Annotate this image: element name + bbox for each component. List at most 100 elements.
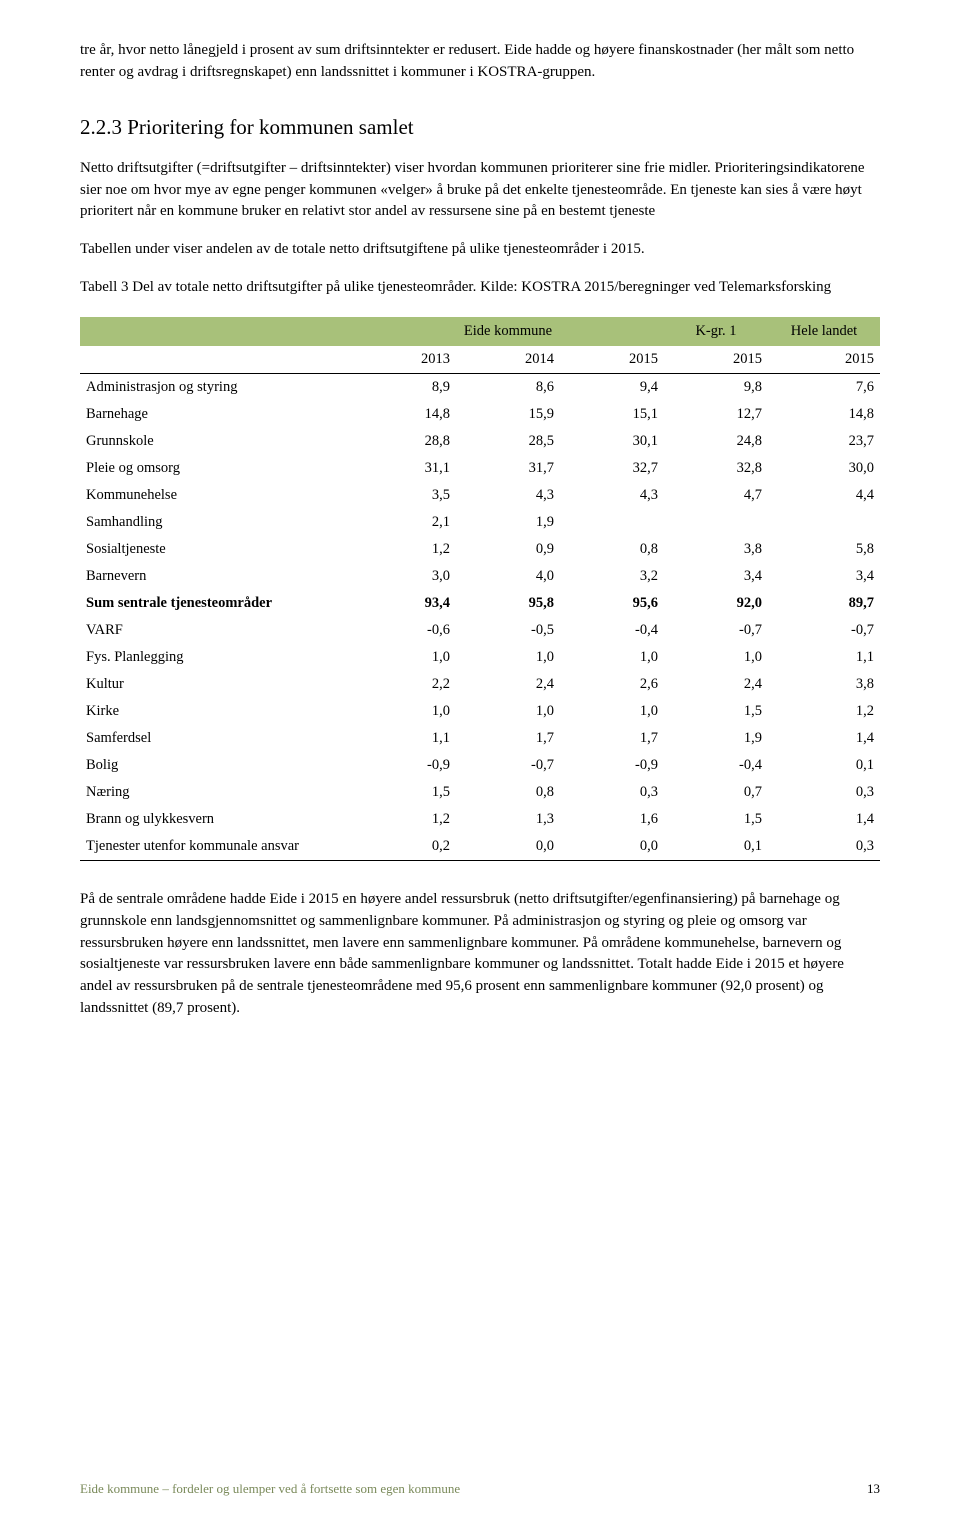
cell-value: 0,2 [352, 833, 456, 861]
table-row: Pleie og omsorg31,131,732,732,830,0 [80, 455, 880, 482]
row-label: Brann og ulykkesvern [80, 806, 352, 833]
cell-value: 1,3 [456, 806, 560, 833]
footer-text: Eide kommune – fordeler og ulemper ved å… [80, 1480, 460, 1499]
cell-value: 0,0 [456, 833, 560, 861]
cell-value: 4,3 [560, 482, 664, 509]
cell-value [664, 509, 768, 536]
cell-value: 1,4 [768, 725, 880, 752]
table-year-header: 2015 [768, 346, 880, 374]
cell-value: 0,3 [560, 779, 664, 806]
cell-value: 7,6 [768, 373, 880, 401]
cell-value: 12,7 [664, 401, 768, 428]
cell-value: 1,1 [352, 725, 456, 752]
cell-value: -0,4 [560, 617, 664, 644]
cell-value: 9,8 [664, 373, 768, 401]
cell-value: 1,0 [352, 698, 456, 725]
table-caption: Tabell 3 Del av totale netto driftsutgif… [80, 277, 880, 299]
cell-value: -0,6 [352, 617, 456, 644]
cell-value: 1,2 [352, 806, 456, 833]
cell-value: 28,8 [352, 428, 456, 455]
row-label: Kultur [80, 671, 352, 698]
cell-value: 4,3 [456, 482, 560, 509]
table-row: Kommunehelse3,54,34,34,74,4 [80, 482, 880, 509]
table-row: Bolig-0,9-0,7-0,9-0,40,1 [80, 752, 880, 779]
cell-value: 1,9 [664, 725, 768, 752]
table-row: Fys. Planlegging1,01,01,01,01,1 [80, 644, 880, 671]
cell-value: -0,7 [768, 617, 880, 644]
cell-value: 8,9 [352, 373, 456, 401]
cell-value: 24,8 [664, 428, 768, 455]
table-row: Barnehage14,815,915,112,714,8 [80, 401, 880, 428]
cell-value: 9,4 [560, 373, 664, 401]
intro-paragraph: tre år, hvor netto lånegjeld i prosent a… [80, 40, 880, 84]
cell-value: 0,3 [768, 779, 880, 806]
row-label: Samferdsel [80, 725, 352, 752]
cell-value: 4,4 [768, 482, 880, 509]
row-label: Næring [80, 779, 352, 806]
row-label: Bolig [80, 752, 352, 779]
cell-value: 23,7 [768, 428, 880, 455]
cell-value: 1,7 [456, 725, 560, 752]
cell-value: 1,4 [768, 806, 880, 833]
cell-value: -0,7 [456, 752, 560, 779]
table-row: Sum sentrale tjenesteområder93,495,895,6… [80, 590, 880, 617]
row-label: Sum sentrale tjenesteområder [80, 590, 352, 617]
cell-value: 0,0 [560, 833, 664, 861]
row-label: Barnehage [80, 401, 352, 428]
table-row: Samferdsel1,11,71,71,91,4 [80, 725, 880, 752]
cell-value: 0,1 [768, 752, 880, 779]
cell-value: 1,0 [352, 644, 456, 671]
cell-value: 1,1 [768, 644, 880, 671]
cell-value: 14,8 [352, 401, 456, 428]
table-year-header: 2015 [664, 346, 768, 374]
cell-value: 1,9 [456, 509, 560, 536]
cell-value: 31,7 [456, 455, 560, 482]
cell-value: 4,7 [664, 482, 768, 509]
table-row: Tjenester utenfor kommunale ansvar0,20,0… [80, 833, 880, 861]
row-label: Fys. Planlegging [80, 644, 352, 671]
cell-value: 3,8 [768, 671, 880, 698]
cell-value: 1,7 [560, 725, 664, 752]
table-row: Barnevern3,04,03,23,43,4 [80, 563, 880, 590]
cell-value: 2,6 [560, 671, 664, 698]
table-row: Næring1,50,80,30,70,3 [80, 779, 880, 806]
cell-value: 0,8 [456, 779, 560, 806]
cell-value: 8,6 [456, 373, 560, 401]
cell-value: 1,0 [456, 644, 560, 671]
cell-value: 5,8 [768, 536, 880, 563]
row-label: Samhandling [80, 509, 352, 536]
cell-value [560, 509, 664, 536]
section-heading: 2.2.3 Prioritering for kommunen samlet [80, 112, 880, 142]
cell-value: 2,4 [456, 671, 560, 698]
row-label: Sosialtjeneste [80, 536, 352, 563]
body-paragraph-1: Netto driftsutgifter (=driftsutgifter – … [80, 158, 880, 223]
cell-value: 0,7 [664, 779, 768, 806]
row-label: Pleie og omsorg [80, 455, 352, 482]
cell-value: -0,9 [352, 752, 456, 779]
cell-value: 0,8 [560, 536, 664, 563]
cell-value: 2,2 [352, 671, 456, 698]
row-label: Kommunehelse [80, 482, 352, 509]
cell-value: -0,4 [664, 752, 768, 779]
table-row: Kirke1,01,01,01,51,2 [80, 698, 880, 725]
cell-value: 3,0 [352, 563, 456, 590]
table-year-header: 2013 [352, 346, 456, 374]
cell-value: 1,6 [560, 806, 664, 833]
cell-value: 2,1 [352, 509, 456, 536]
table-row: Kultur2,22,42,62,43,8 [80, 671, 880, 698]
row-label: Grunnskole [80, 428, 352, 455]
cell-value: 1,2 [352, 536, 456, 563]
cell-value: 95,8 [456, 590, 560, 617]
table-group-header: Hele landet [768, 317, 880, 346]
driftsutgifter-table: Eide kommuneK-gr. 1Hele landet 201320142… [80, 317, 880, 861]
cell-value: 89,7 [768, 590, 880, 617]
cell-value: 28,5 [456, 428, 560, 455]
cell-value: 15,1 [560, 401, 664, 428]
cell-value: -0,9 [560, 752, 664, 779]
table-group-header: Eide kommune [352, 317, 664, 346]
cell-value: 3,4 [768, 563, 880, 590]
row-label: Barnevern [80, 563, 352, 590]
page-number: 13 [867, 1480, 880, 1499]
cell-value: 32,7 [560, 455, 664, 482]
cell-value: -0,7 [664, 617, 768, 644]
